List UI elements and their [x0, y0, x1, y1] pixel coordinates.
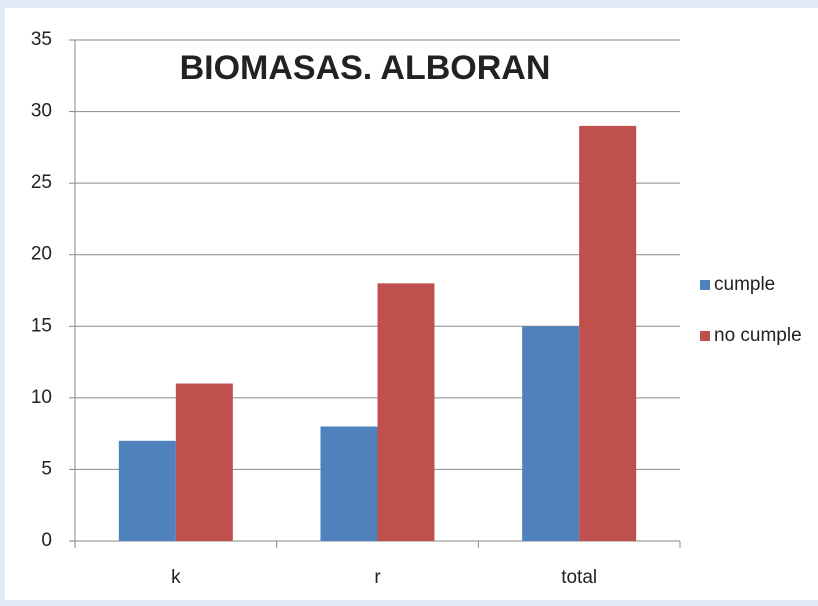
y-tick-label: 25 — [31, 172, 52, 193]
bar — [118, 440, 176, 541]
y-tick-label: 35 — [31, 29, 52, 50]
legend-label: cumple — [714, 274, 775, 295]
x-tick-label: k — [171, 567, 181, 588]
bar — [320, 426, 378, 541]
y-tick-label: 30 — [31, 101, 52, 122]
legend-label: no cumple — [714, 325, 802, 346]
legend-swatch — [700, 280, 710, 290]
bar — [175, 383, 233, 541]
bar — [522, 326, 580, 541]
bar — [377, 283, 435, 541]
y-tick-label: 10 — [31, 387, 52, 408]
bar — [579, 125, 637, 541]
x-tick-label: r — [374, 567, 381, 588]
legend-swatch — [700, 331, 710, 341]
y-tick-label: 0 — [41, 530, 52, 551]
y-tick-label: 15 — [31, 315, 52, 336]
y-tick-label: 20 — [31, 244, 52, 265]
x-tick-label: total — [561, 567, 597, 588]
y-tick-label: 5 — [41, 458, 52, 479]
chart-title: BIOMASAS. ALBORAN — [180, 49, 551, 87]
